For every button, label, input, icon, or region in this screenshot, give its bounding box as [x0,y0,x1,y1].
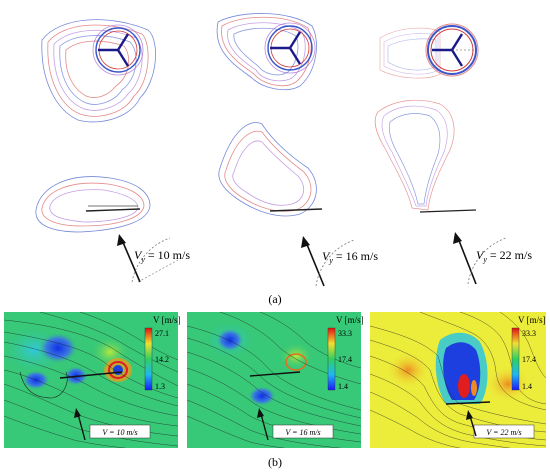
colorbar-title-3: V [m/s] [518,315,546,325]
colorbar-max-3: 33.3 [522,329,536,338]
colorbar-mid-3: 17.4 [522,355,536,364]
panel-b-velocity-fields: V [m/s] 27.1 14.2 1.3 V = 10 m/s [4,312,546,469]
velocity-arrow-10 [117,234,179,283]
colorbar-min-1: 1.3 [155,382,165,391]
wake-front-view-22 [379,23,479,79]
velocity-field-plot-22 [370,312,546,448]
colorbar-mid-1: 14.2 [155,355,169,364]
wake-front-view-16 [216,13,317,91]
colorbar-title-1: V [m/s] [153,315,181,325]
wake-side-view-10 [35,176,151,233]
velocity-label-b-16: V = 16 m/s [285,428,320,437]
velocity-label-a-16: Vy = 16 m/s [322,249,378,265]
velocity-field-plot-10 [4,312,178,448]
wake-front-view-10 [41,19,156,123]
velocity-field-plot-16 [187,312,361,448]
colorbar-max-2: 33.3 [338,329,352,338]
colorbar-min-3: 1.4 [522,382,532,391]
velocity-arrow-22 [453,232,507,285]
panel-b-label: (b) [268,455,282,469]
velocity-label-a-22: Vy = 22 m/s [476,248,532,264]
velocity-label-b-22: V = 22 m/s [486,428,521,437]
colorbar-min-2: 1.4 [338,382,348,391]
velocity-label-a-10: Vy = 10 m/s [134,248,190,264]
panel-a-label: (a) [268,292,281,306]
velocity-arrow-16 [301,236,355,287]
colorbar-mid-2: 17.4 [338,355,352,364]
colorbar-title-2: V [m/s] [336,315,364,325]
panel-a-wake-views: Vy = 10 m/s Vy = 16 m/s Vy = 22 m/s (a) [35,13,532,306]
wake-side-view-22 [374,99,477,213]
wake-side-view-16 [218,122,323,217]
colorbar-max-1: 27.1 [155,329,169,338]
velocity-label-b-10: V = 10 m/s [102,428,137,437]
